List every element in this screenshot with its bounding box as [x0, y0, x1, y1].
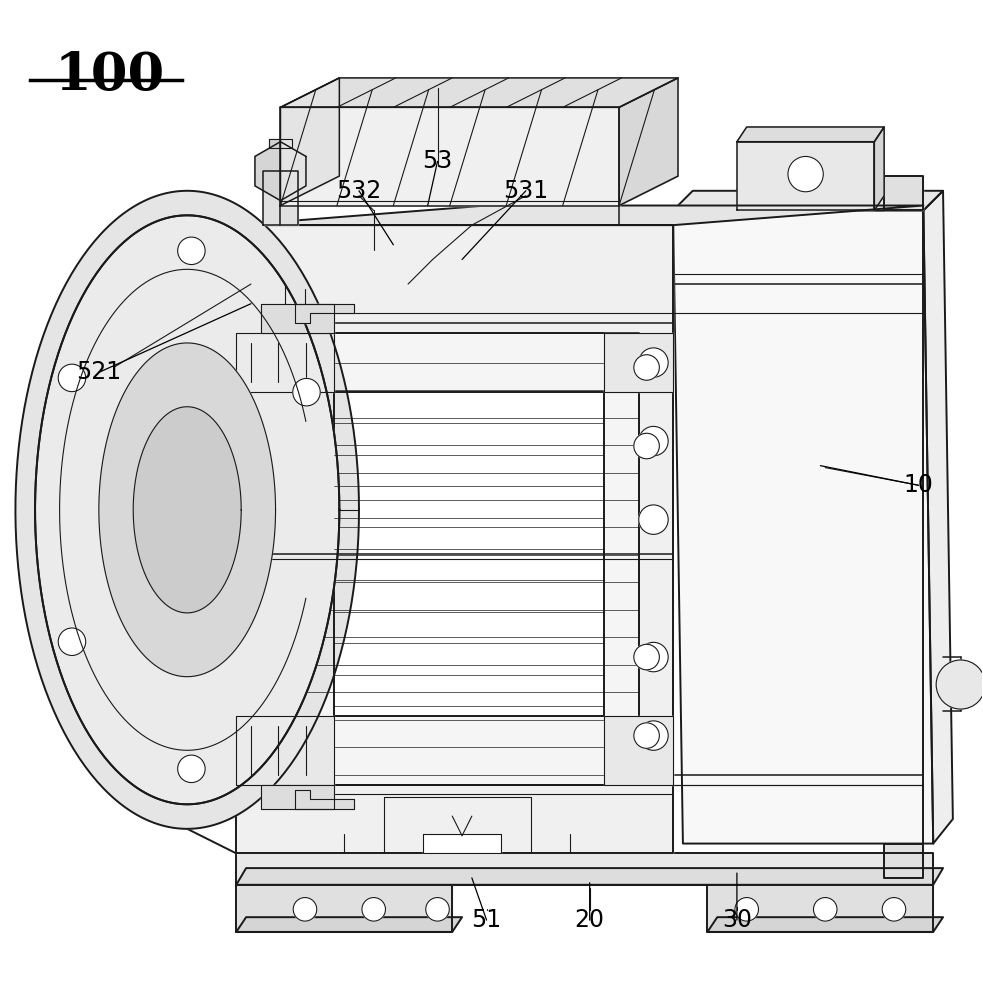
Circle shape — [882, 898, 905, 921]
Polygon shape — [35, 215, 339, 804]
Circle shape — [293, 378, 320, 406]
Polygon shape — [673, 191, 943, 210]
Polygon shape — [35, 215, 339, 804]
Polygon shape — [1, 9, 982, 991]
Polygon shape — [236, 853, 933, 885]
Text: 53: 53 — [423, 149, 452, 173]
Polygon shape — [423, 834, 501, 853]
Text: 30: 30 — [722, 908, 752, 932]
Polygon shape — [923, 191, 953, 844]
Polygon shape — [280, 107, 619, 206]
Polygon shape — [260, 785, 334, 809]
Polygon shape — [134, 407, 241, 613]
Polygon shape — [605, 333, 673, 392]
Polygon shape — [708, 917, 943, 932]
Polygon shape — [673, 210, 933, 844]
Text: 10: 10 — [903, 473, 934, 497]
Circle shape — [634, 355, 660, 380]
Text: 51: 51 — [472, 908, 501, 932]
Polygon shape — [605, 716, 673, 785]
Polygon shape — [99, 343, 275, 677]
Circle shape — [293, 898, 317, 921]
Circle shape — [178, 237, 205, 265]
Polygon shape — [197, 659, 236, 675]
Polygon shape — [334, 392, 605, 716]
Polygon shape — [737, 142, 874, 210]
Text: 100: 100 — [55, 50, 165, 101]
Circle shape — [634, 433, 660, 459]
Circle shape — [426, 898, 449, 921]
Circle shape — [634, 723, 660, 748]
Circle shape — [639, 642, 668, 672]
Polygon shape — [280, 78, 339, 206]
Text: 532: 532 — [336, 179, 381, 203]
Polygon shape — [236, 917, 462, 932]
Circle shape — [814, 898, 838, 921]
Polygon shape — [280, 176, 678, 206]
Circle shape — [58, 628, 86, 655]
Polygon shape — [737, 127, 884, 142]
Polygon shape — [280, 78, 678, 107]
Polygon shape — [197, 576, 236, 591]
Polygon shape — [280, 333, 639, 785]
Polygon shape — [295, 790, 354, 809]
Polygon shape — [255, 142, 306, 201]
Polygon shape — [260, 304, 334, 333]
Polygon shape — [197, 703, 236, 719]
Polygon shape — [262, 171, 298, 225]
Circle shape — [58, 364, 86, 392]
Circle shape — [936, 660, 983, 709]
Circle shape — [639, 348, 668, 377]
Polygon shape — [884, 844, 923, 878]
Circle shape — [362, 898, 385, 921]
Polygon shape — [236, 333, 334, 392]
Circle shape — [634, 644, 660, 670]
Text: 531: 531 — [503, 179, 549, 203]
Polygon shape — [268, 139, 292, 148]
Polygon shape — [197, 742, 236, 758]
Polygon shape — [236, 206, 923, 225]
Circle shape — [639, 721, 668, 750]
Polygon shape — [236, 885, 452, 932]
Circle shape — [178, 755, 205, 783]
Text: 521: 521 — [77, 360, 122, 384]
Circle shape — [639, 426, 668, 456]
Polygon shape — [619, 78, 678, 206]
Polygon shape — [874, 127, 884, 210]
Circle shape — [788, 156, 824, 192]
Polygon shape — [236, 225, 673, 853]
Polygon shape — [236, 868, 943, 885]
Circle shape — [639, 505, 668, 534]
Polygon shape — [16, 191, 359, 829]
Polygon shape — [236, 716, 334, 785]
Polygon shape — [884, 176, 923, 210]
Circle shape — [735, 898, 759, 921]
Polygon shape — [708, 885, 933, 932]
Polygon shape — [295, 304, 354, 323]
Text: 20: 20 — [575, 908, 605, 932]
Polygon shape — [197, 620, 236, 635]
